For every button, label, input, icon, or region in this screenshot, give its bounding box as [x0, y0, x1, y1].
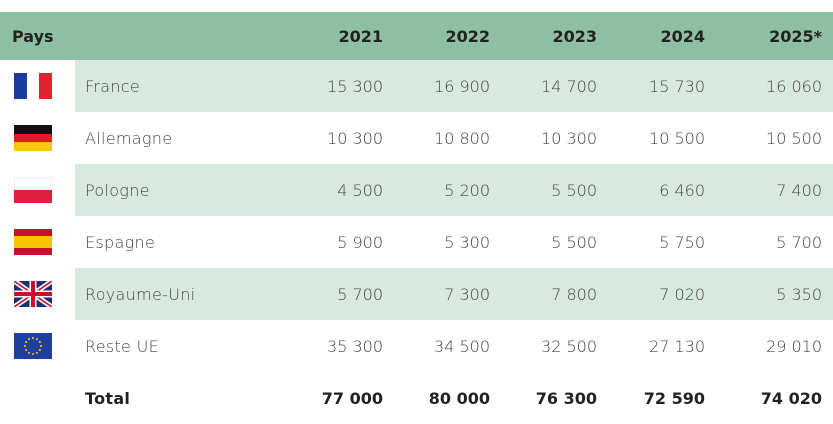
value-cell: 27 130	[649, 336, 705, 356]
flag-cell	[0, 372, 75, 424]
value-cell: 16 900	[394, 60, 501, 112]
value-cell: 5 200	[394, 164, 501, 216]
value-cell: 5 500	[501, 164, 608, 216]
value-cell: 16 060	[716, 60, 833, 112]
value-cell: 6 460	[608, 164, 716, 216]
value-cell: 5 900	[337, 232, 383, 252]
value-cell: 5 700	[261, 268, 394, 320]
value-cell: 15 300	[261, 60, 394, 112]
table-row: Espagne 5 900 5 300 5 500 5 750 5 700	[0, 216, 833, 268]
flag-icon	[14, 229, 52, 255]
table-row: Pologne 4 500 5 200 5 500 6 460 7 400	[0, 164, 833, 216]
value-cell: 5 700	[776, 232, 822, 252]
flag-cell	[0, 216, 75, 268]
flag-cell	[0, 268, 75, 320]
flag-icon	[14, 333, 52, 359]
flag-cell	[0, 112, 75, 164]
value-cell: 14 700	[501, 60, 608, 112]
total-value: 74 020	[760, 388, 822, 408]
flag-icon	[14, 281, 52, 307]
value-cell: 15 730	[608, 60, 716, 112]
value-cell: 34 500	[434, 336, 490, 356]
value-cell: 5 500	[551, 232, 597, 252]
data-table: Pays 2021 2022 2023 2024 2025* France 15 300 16…	[0, 12, 833, 424]
value-cell: 10 800	[434, 128, 490, 148]
flag-icon	[14, 73, 52, 99]
total-label: Total	[85, 388, 131, 408]
value-cell: 5 350	[716, 268, 833, 320]
value-cell: 7 400	[716, 164, 833, 216]
value-cell: 32 500	[541, 336, 597, 356]
value-cell: 5 300	[444, 232, 490, 252]
flag-cell	[0, 164, 75, 216]
value-cell: 5 750	[659, 232, 705, 252]
table-row: Royaume-Uni 5 700 7 300 7 800 7 020 5 350	[0, 268, 833, 320]
table-row: France 15 300 16 900 14 700 15 730 16 060	[0, 60, 833, 112]
country-name: Pologne	[75, 164, 261, 216]
value-cell: 4 500	[261, 164, 394, 216]
column-header: 2023	[501, 12, 608, 60]
total-value: 80 000	[428, 388, 490, 408]
column-header: 2021	[261, 12, 394, 60]
total-value: 77 000	[321, 388, 383, 408]
table-row: Reste UE 35 300 34 500 32 500 27 130 29 010	[0, 320, 833, 372]
value-cell: 10 300	[327, 128, 383, 148]
country-name: Reste UE	[85, 336, 160, 356]
flag-cell	[0, 320, 75, 372]
value-cell: 7 300	[394, 268, 501, 320]
country-name: Espagne	[85, 232, 156, 252]
value-cell: 10 300	[541, 128, 597, 148]
value-cell: 29 010	[766, 336, 822, 356]
flag-cell	[0, 60, 75, 112]
column-header: 2022	[394, 12, 501, 60]
value-cell: 7 020	[608, 268, 716, 320]
table-wrap: Pays 2021 2022 2023 2024 2025* France 15 300 16…	[0, 12, 833, 424]
flag-icon	[14, 125, 52, 151]
total-value: 72 590	[643, 388, 705, 408]
value-cell: 35 300	[327, 336, 383, 356]
value-cell: 10 500	[766, 128, 822, 148]
value-cell: 7 800	[501, 268, 608, 320]
column-header: Pays	[0, 12, 261, 60]
country-name: France	[75, 60, 261, 112]
table-row: Allemagne 10 300 10 800 10 300 10 500 10 500	[0, 112, 833, 164]
total-value: 76 300	[535, 388, 597, 408]
flag-icon	[14, 177, 52, 203]
country-name: Allemagne	[85, 128, 173, 148]
column-header: 2025*	[716, 12, 833, 60]
total-row: Total 77 000 80 000 76 300 72 590 74 020	[0, 372, 833, 424]
value-cell: 10 500	[649, 128, 705, 148]
header-row: Pays 2021 2022 2023 2024 2025*	[0, 12, 833, 60]
country-name: Royaume-Uni	[75, 268, 261, 320]
column-header: 2024	[608, 12, 716, 60]
